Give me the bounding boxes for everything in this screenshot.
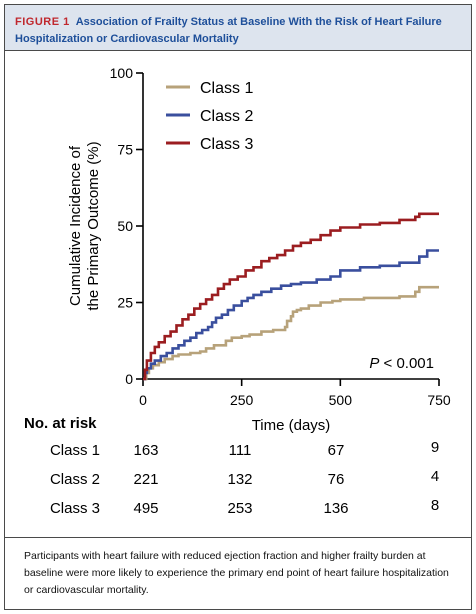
series-line-class-2 [143, 249, 439, 381]
y-axis-label-line: Cumulative Incidence of [67, 145, 84, 306]
risk-cell: 253 [227, 500, 252, 517]
figure-caption: Participants with heart failure with red… [24, 550, 449, 596]
legend-label: Class 2 [200, 108, 253, 125]
p-value-annotation: P < 0.001 [369, 355, 434, 372]
risk-cell: 136 [323, 500, 348, 517]
risk-cell: 132 [227, 471, 252, 488]
x-axis-label: Time (days) [252, 417, 331, 434]
figure-title: Association of Frailty Status at Baselin… [15, 16, 442, 45]
risk-cell: 9 [431, 439, 439, 456]
risk-cell: 111 [229, 442, 252, 459]
risk-cell: 4 [431, 468, 439, 485]
y-axis-label-line: the Primary Outcome (%) [85, 141, 102, 310]
figure-header: FIGURE 1 Association of Frailty Status at… [5, 5, 471, 51]
series-line-class-3 [143, 212, 439, 381]
y-axis-label: Cumulative Incidence ofthe Primary Outco… [67, 141, 102, 310]
risk-cell: 221 [133, 471, 158, 488]
risk-cell: 67 [328, 442, 345, 459]
figure-label: FIGURE 1 [15, 16, 70, 28]
x-tick-label: 500 [329, 392, 353, 408]
risk-row-label: Class 1 [50, 442, 100, 459]
risk-cell: 76 [328, 471, 345, 488]
y-tick-label: 25 [117, 295, 133, 311]
legend-label: Class 1 [200, 80, 253, 97]
x-tick-label: 0 [139, 392, 147, 408]
p-value-symbol: P [369, 355, 379, 372]
y-tick-label: 50 [117, 218, 133, 234]
series-line-class-1 [143, 285, 439, 381]
y-tick-label: 0 [125, 371, 133, 387]
p-value-text: < 0.001 [379, 355, 434, 372]
y-tick-label: 100 [110, 65, 134, 81]
risk-cell: 8 [431, 497, 439, 514]
y-tick-label: 75 [117, 142, 133, 158]
legend-label: Class 3 [200, 136, 253, 153]
risk-cell: 495 [133, 500, 158, 517]
risk-row-label: Class 3 [50, 500, 100, 517]
x-tick-label: 750 [427, 392, 451, 408]
risk-table-title: No. at risk [24, 415, 97, 432]
risk-cell: 163 [133, 442, 158, 459]
figure-title-block: FIGURE 1 Association of Frailty Status at… [15, 14, 465, 48]
x-tick-label: 250 [230, 392, 254, 408]
risk-row-label: Class 2 [50, 471, 100, 488]
figure-frame: FIGURE 1 Association of Frailty Status at… [4, 4, 472, 610]
figure-caption-box: Participants with heart failure with red… [5, 537, 471, 610]
